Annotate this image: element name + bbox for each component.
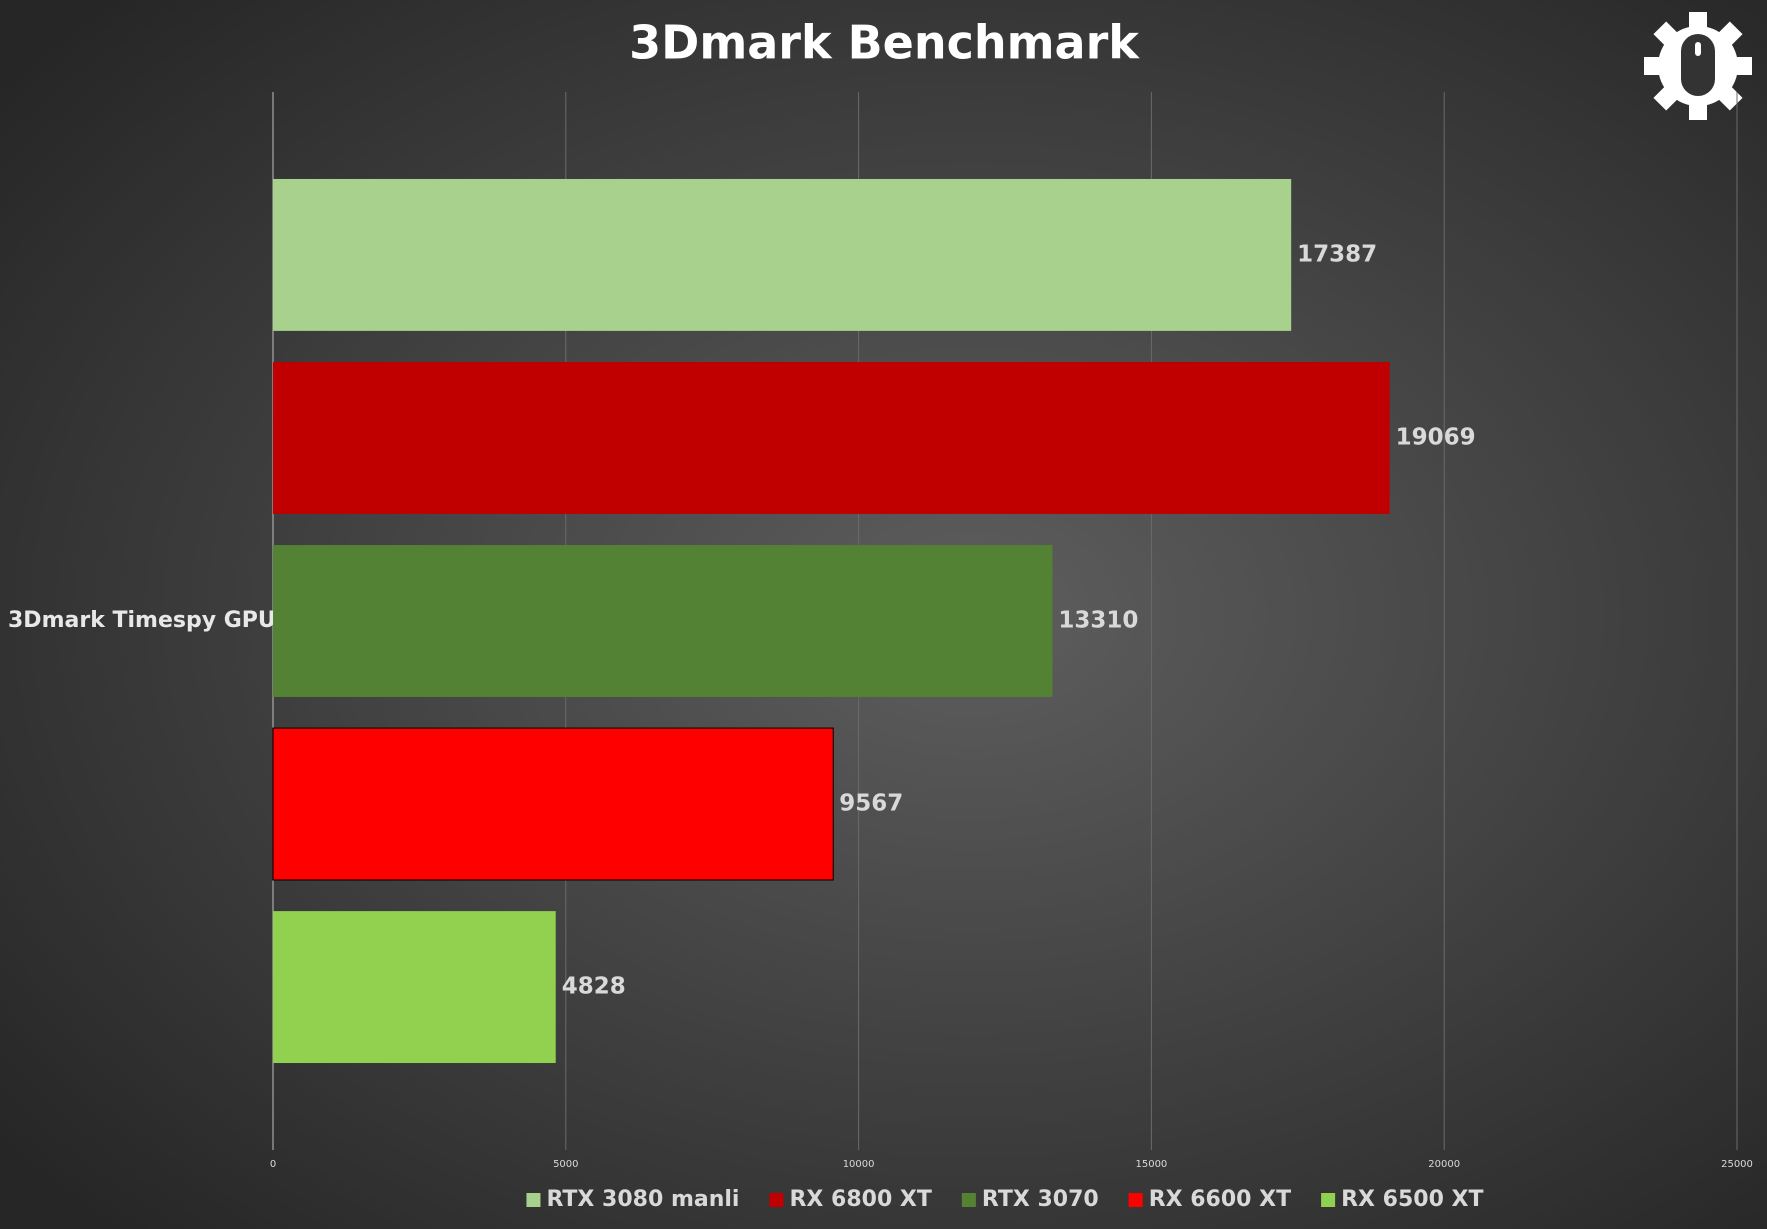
legend-swatch <box>526 1193 541 1207</box>
logo-icon <box>1644 12 1752 120</box>
legend-label: RX 6600 XT <box>1149 1187 1291 1212</box>
x-tick-label: 20000 <box>1428 1159 1460 1170</box>
x-tick-label: 15000 <box>1135 1159 1167 1170</box>
legend-swatch <box>1128 1193 1143 1207</box>
data-label: 19069 <box>1396 424 1476 450</box>
data-label: 17387 <box>1297 241 1377 267</box>
x-tick-label: 25000 <box>1721 1159 1753 1170</box>
legend-swatch <box>769 1193 784 1207</box>
bar <box>273 178 1292 331</box>
bar <box>273 545 1053 697</box>
x-tick-label: 0 <box>270 1159 276 1170</box>
data-label: 4828 <box>562 974 626 1000</box>
data-label: 9567 <box>839 791 903 817</box>
x-tick-label: 10000 <box>843 1159 875 1170</box>
legend-swatch <box>1321 1193 1336 1207</box>
x-tick-label: 5000 <box>553 1159 578 1170</box>
chart-title: 3Dmark Benchmark <box>629 16 1140 70</box>
y-tick-label: 3Dmark Timespy GPU <box>8 608 276 633</box>
legend-label: RTX 3080 manli <box>546 1187 739 1212</box>
legend-label: RX 6800 XT <box>789 1187 931 1212</box>
legend-label: RX 6500 XT <box>1341 1187 1483 1212</box>
bar <box>272 727 834 881</box>
bar <box>273 362 1390 514</box>
legend-swatch <box>961 1193 976 1207</box>
bar <box>273 911 556 1064</box>
legend-label: RTX 3070 <box>982 1187 1099 1212</box>
data-label: 13310 <box>1058 608 1138 634</box>
